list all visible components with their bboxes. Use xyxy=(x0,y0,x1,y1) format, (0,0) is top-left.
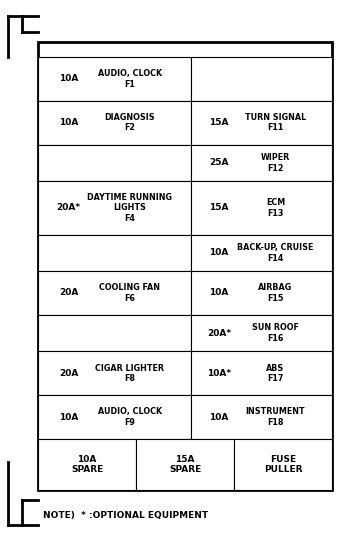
Text: 10A: 10A xyxy=(59,118,78,127)
Text: INSTRUMENT
F18: INSTRUMENT F18 xyxy=(246,407,305,427)
Text: COOLING FAN
F6: COOLING FAN F6 xyxy=(99,283,160,303)
Text: SUN ROOF
F16: SUN ROOF F16 xyxy=(252,324,299,343)
Bar xyxy=(191,315,332,351)
Bar xyxy=(191,181,332,234)
Text: AUDIO, CLOCK
F1: AUDIO, CLOCK F1 xyxy=(98,69,162,89)
Bar xyxy=(38,42,332,490)
Bar xyxy=(191,234,332,271)
Bar xyxy=(38,234,191,271)
Text: 20A*: 20A* xyxy=(207,328,231,337)
Text: 10A: 10A xyxy=(210,288,229,297)
Bar xyxy=(38,57,191,101)
Text: 10A: 10A xyxy=(59,413,78,421)
Text: 20A: 20A xyxy=(59,288,78,297)
Text: ECM
F13: ECM F13 xyxy=(266,198,285,217)
Bar xyxy=(191,145,332,181)
Text: 25A: 25A xyxy=(210,158,229,167)
Text: TURN SIGNAL
F11: TURN SIGNAL F11 xyxy=(245,113,306,132)
Text: 10A
SPARE: 10A SPARE xyxy=(71,455,103,474)
Bar xyxy=(38,145,191,181)
Text: 10A: 10A xyxy=(210,413,229,421)
Bar xyxy=(234,439,332,490)
Bar xyxy=(191,57,332,101)
Text: BACK-UP, CRUISE
F14: BACK-UP, CRUISE F14 xyxy=(237,243,314,263)
Text: FUSE
PULLER: FUSE PULLER xyxy=(264,455,302,474)
Bar xyxy=(38,315,191,351)
Text: CIGAR LIGHTER
F8: CIGAR LIGHTER F8 xyxy=(95,364,164,383)
Bar xyxy=(191,271,332,315)
Bar xyxy=(38,439,136,490)
Text: 10A: 10A xyxy=(59,74,78,83)
Bar xyxy=(191,351,332,395)
Bar xyxy=(136,439,234,490)
Bar xyxy=(38,395,191,439)
Text: WIPER
F12: WIPER F12 xyxy=(261,153,290,172)
Bar xyxy=(38,181,191,234)
Text: 10A: 10A xyxy=(210,248,229,257)
Text: 20A: 20A xyxy=(59,369,78,378)
Text: DAYTIME RUNNING
LIGHTS
F4: DAYTIME RUNNING LIGHTS F4 xyxy=(87,193,172,223)
Bar xyxy=(38,351,191,395)
Text: DIAGNOSIS
F2: DIAGNOSIS F2 xyxy=(104,113,155,132)
Bar xyxy=(191,101,332,145)
Text: AIRBAG
F15: AIRBAG F15 xyxy=(258,283,293,303)
Text: 15A: 15A xyxy=(210,203,229,213)
Text: 20A*: 20A* xyxy=(57,203,81,213)
Text: 15A: 15A xyxy=(210,118,229,127)
Bar xyxy=(38,271,191,315)
Bar xyxy=(191,395,332,439)
Text: NOTE)  * :OPTIONAL EQUIPMENT: NOTE) * :OPTIONAL EQUIPMENT xyxy=(43,511,208,520)
Bar xyxy=(38,101,191,145)
Text: 15A
SPARE: 15A SPARE xyxy=(169,455,201,474)
Text: 10A*: 10A* xyxy=(207,369,231,378)
Text: AUDIO, CLOCK
F9: AUDIO, CLOCK F9 xyxy=(98,407,162,427)
Text: ABS
F17: ABS F17 xyxy=(266,364,285,383)
